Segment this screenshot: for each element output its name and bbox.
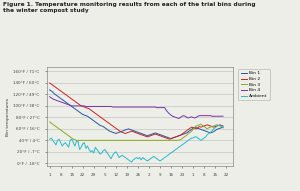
Bin 2 [217, 124, 220, 127]
Bin 1 [128, 128, 132, 131]
Bin 2 [149, 135, 152, 137]
Bin 4 [221, 115, 225, 117]
Bin 4 [92, 105, 96, 108]
Bin 2 [221, 125, 225, 127]
Bin 4 [149, 106, 152, 108]
Bin 4 [177, 117, 181, 120]
Bin 1 [217, 128, 220, 130]
Ambient [48, 138, 52, 140]
Bin 3 [221, 127, 225, 129]
Legend: Bin 1, Bin 2, Bin 3, Bin 4, Ambient: Bin 1, Bin 2, Bin 3, Bin 4, Ambient [238, 69, 270, 100]
Bin 3 [150, 139, 154, 142]
Bin 2 [48, 82, 52, 84]
Ambient [218, 124, 222, 127]
Ambient [112, 152, 116, 154]
Bin 1 [92, 120, 96, 122]
Line: Bin 2: Bin 2 [50, 83, 223, 139]
Y-axis label: Bin temperatures: Bin temperatures [6, 98, 10, 135]
Bin 1 [221, 126, 225, 128]
Ambient [221, 127, 225, 129]
Text: Figure 1. Temperature monitoring results from each of the trial bins during
the : Figure 1. Temperature monitoring results… [3, 2, 256, 13]
Bin 4 [217, 115, 220, 117]
Bin 1 [112, 132, 116, 134]
Bin 3 [75, 139, 78, 142]
Ambient [217, 124, 220, 127]
Bin 3 [89, 139, 92, 142]
Bin 4 [48, 96, 52, 98]
Bin 3 [130, 139, 134, 142]
Ambient [87, 148, 91, 151]
Bin 3 [114, 139, 118, 142]
Line: Bin 4: Bin 4 [50, 97, 223, 119]
Bin 1 [149, 134, 152, 136]
Bin 2 [128, 131, 132, 133]
Ambient [128, 160, 132, 162]
Ambient [150, 156, 154, 159]
Bin 4 [128, 106, 132, 108]
Bin 4 [87, 105, 91, 108]
Line: Bin 3: Bin 3 [50, 122, 223, 140]
Bin 2 [92, 111, 96, 113]
Line: Bin 1: Bin 1 [50, 90, 223, 139]
Bin 1 [48, 89, 52, 91]
Bin 2 [168, 138, 171, 140]
Bin 1 [169, 138, 173, 140]
Bin 3 [217, 124, 220, 127]
Bin 1 [87, 116, 91, 119]
Line: Ambient: Ambient [50, 125, 223, 162]
Bin 2 [112, 126, 116, 128]
Bin 4 [112, 106, 116, 108]
Bin 3 [48, 121, 52, 123]
Ambient [130, 161, 134, 163]
Bin 2 [87, 108, 91, 110]
Bin 3 [94, 139, 97, 142]
Ambient [92, 152, 96, 154]
